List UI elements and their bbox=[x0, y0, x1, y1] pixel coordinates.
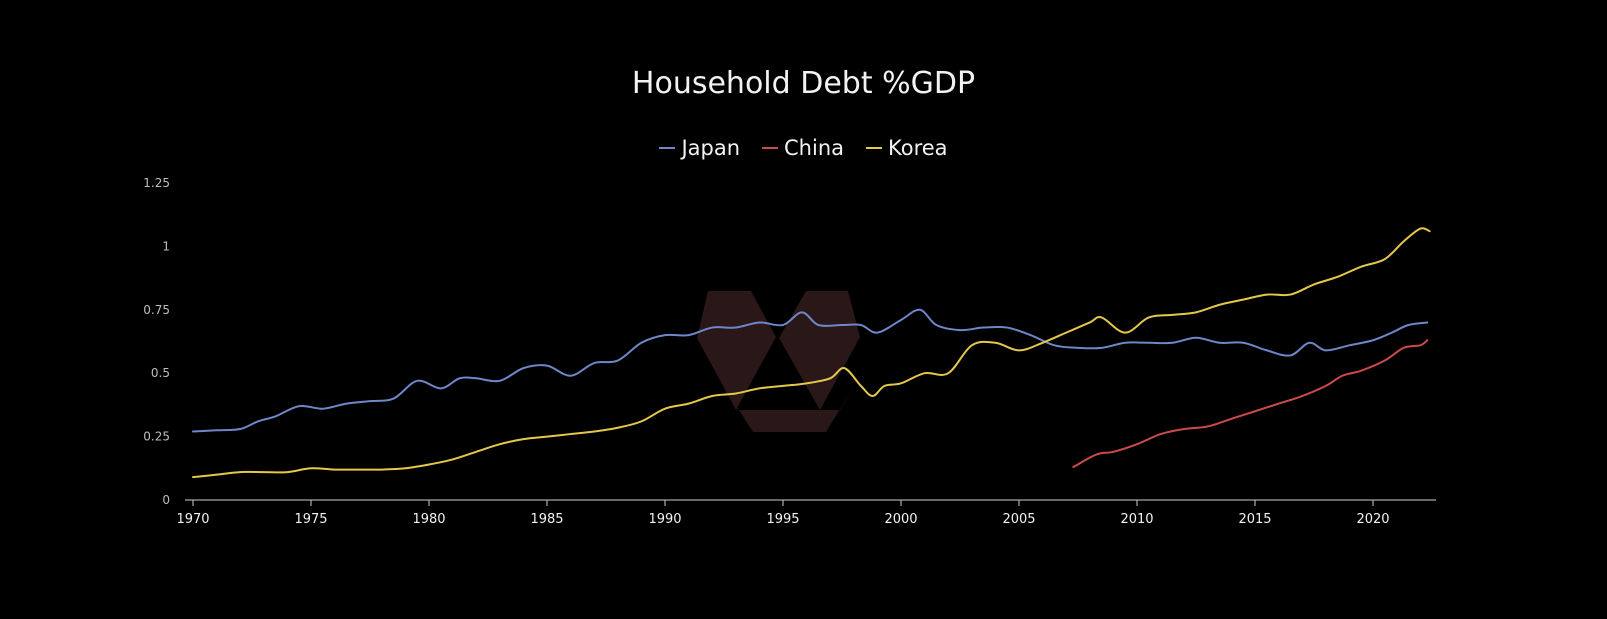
watermark-logo bbox=[697, 291, 860, 432]
series-layer bbox=[192, 227, 1431, 479]
y-tick-label: 1.25 bbox=[143, 176, 170, 190]
y-tick-label: 0 bbox=[162, 493, 170, 507]
legend-swatch-china bbox=[762, 147, 779, 149]
legend-item-japan[interactable]: Japan bbox=[659, 136, 740, 160]
legend-swatch-japan bbox=[659, 147, 676, 149]
x-tick-label: 2015 bbox=[1238, 512, 1271, 527]
x-tick-label: 2000 bbox=[884, 512, 917, 527]
legend-item-korea[interactable]: Korea bbox=[866, 136, 948, 160]
series-line-japan[interactable] bbox=[192, 308, 1429, 433]
y-tick-label: 0.75 bbox=[143, 303, 170, 317]
series-line-korea[interactable] bbox=[192, 227, 1431, 479]
x-tick-label: 2020 bbox=[1356, 512, 1389, 527]
watermark-right-part bbox=[779, 291, 860, 410]
watermark-bottom-part bbox=[720, 380, 858, 432]
legend-swatch-korea bbox=[866, 147, 883, 149]
x-tick-label: 1980 bbox=[412, 512, 445, 527]
x-tick-label: 1995 bbox=[766, 512, 799, 527]
x-tick-label: 2010 bbox=[1120, 512, 1153, 527]
legend-label-china: China bbox=[784, 136, 845, 160]
legend-label-korea: Korea bbox=[888, 136, 948, 160]
y-tick-label: 0.5 bbox=[151, 366, 170, 380]
x-tick-label: 1970 bbox=[176, 512, 209, 527]
chart-title: Household Debt %GDP bbox=[631, 66, 976, 101]
axes: 0 0.25 0.5 0.75 1 1.25 1970 1975 1980 1985 1990 199… bbox=[143, 176, 1436, 527]
legend: Japan China Korea bbox=[0, 136, 1607, 160]
y-tick-label: 1 bbox=[162, 239, 170, 253]
x-tick-label: 1985 bbox=[530, 512, 563, 527]
x-tick-label: 2005 bbox=[1002, 512, 1035, 527]
x-tick-label: 1975 bbox=[294, 512, 327, 527]
x-tick-label: 1990 bbox=[648, 512, 681, 527]
legend-label-japan: Japan bbox=[681, 136, 741, 160]
watermark-left-part bbox=[697, 291, 776, 410]
series-line-china[interactable] bbox=[1072, 339, 1429, 469]
y-tick-label: 0.25 bbox=[143, 430, 170, 444]
legend-item-china[interactable]: China bbox=[762, 136, 844, 160]
